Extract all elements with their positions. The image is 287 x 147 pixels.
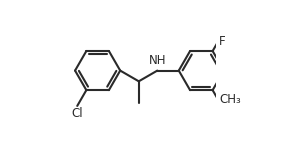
Text: CH₃: CH₃ [219, 93, 241, 106]
Text: NH: NH [149, 54, 167, 67]
Text: F: F [219, 35, 226, 48]
Text: Cl: Cl [71, 107, 83, 120]
